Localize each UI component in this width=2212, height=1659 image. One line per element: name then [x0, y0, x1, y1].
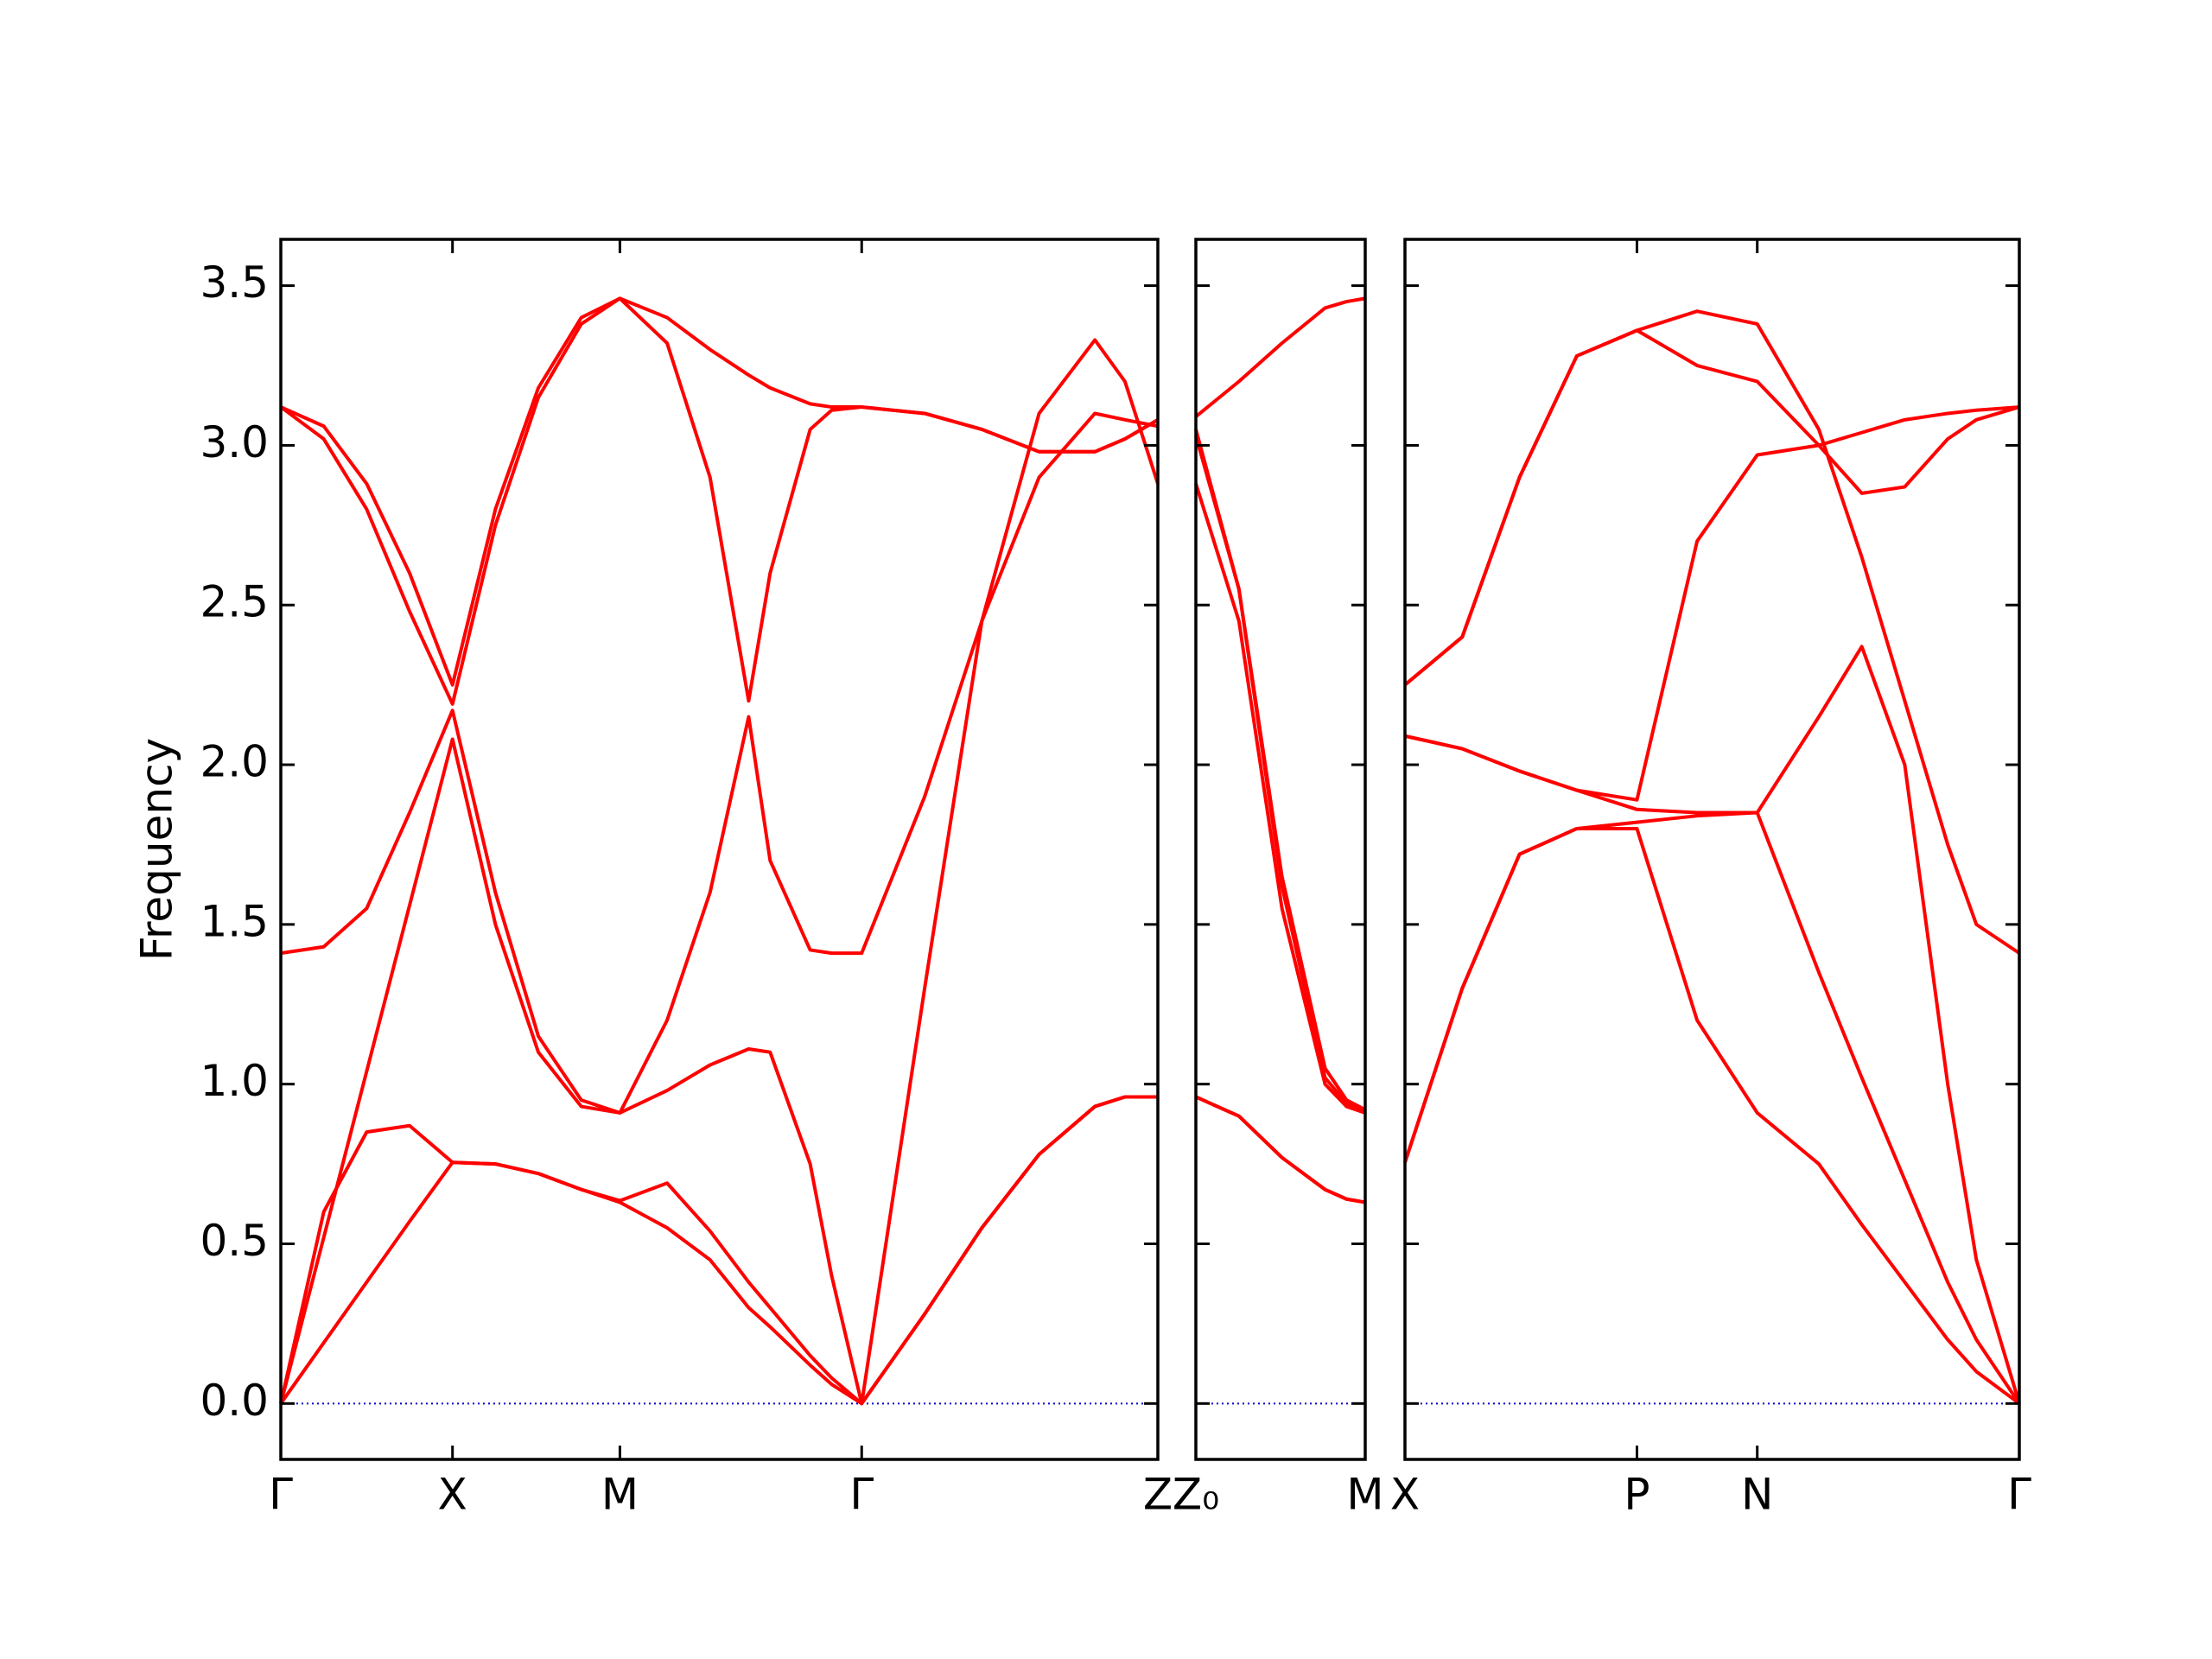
y-tick-label: 2.5 [200, 577, 269, 627]
x-tick-label: Γ [2007, 1470, 2031, 1520]
band-line [279, 1095, 1158, 1406]
band-line [1403, 826, 2021, 1405]
x-tick-label: Z [1143, 1470, 1173, 1520]
plot-frame [279, 238, 1160, 1461]
band-line [279, 1095, 1158, 1406]
x-tick-label: Z₀ [1173, 1470, 1219, 1520]
y-axis-label: Frequency [132, 738, 182, 961]
x-tick-label: X [438, 1470, 467, 1520]
band-line [279, 296, 1160, 706]
y-tick-label: 1.5 [200, 896, 269, 946]
y-tick-label: 3.5 [200, 257, 269, 308]
band-line [1194, 296, 1366, 418]
x-tick-label: N [1741, 1470, 1773, 1520]
band-line [1404, 645, 2021, 1404]
x-tick-label: P [1624, 1470, 1649, 1520]
band-line [1194, 483, 1366, 1115]
y-tick-label: 0.5 [200, 1216, 269, 1266]
y-tick-label: 1.0 [200, 1056, 269, 1106]
band-line [1195, 1095, 1366, 1205]
x-tick-label: X [1390, 1470, 1420, 1520]
band-line [1194, 429, 1366, 1115]
band-line [1403, 309, 2021, 955]
x-tick-label: M [1346, 1470, 1383, 1520]
y-tick-label: 0.0 [200, 1376, 269, 1426]
x-tick-label: M [601, 1470, 639, 1520]
x-tick-label: Γ [849, 1470, 874, 1520]
band-line [279, 338, 1160, 1406]
band-line [280, 411, 1159, 1115]
plot-frame [1403, 238, 2021, 1461]
plot-frame [1194, 238, 1367, 1461]
band-line [1195, 1095, 1366, 1205]
band-line [1194, 435, 1366, 1112]
band-line [1403, 328, 2020, 687]
y-tick-label: 2.0 [200, 737, 269, 787]
y-tick-label: 3.0 [200, 417, 269, 467]
x-tick-label: Γ [269, 1470, 293, 1520]
band-line [280, 296, 1160, 687]
band-line [1404, 405, 2020, 802]
